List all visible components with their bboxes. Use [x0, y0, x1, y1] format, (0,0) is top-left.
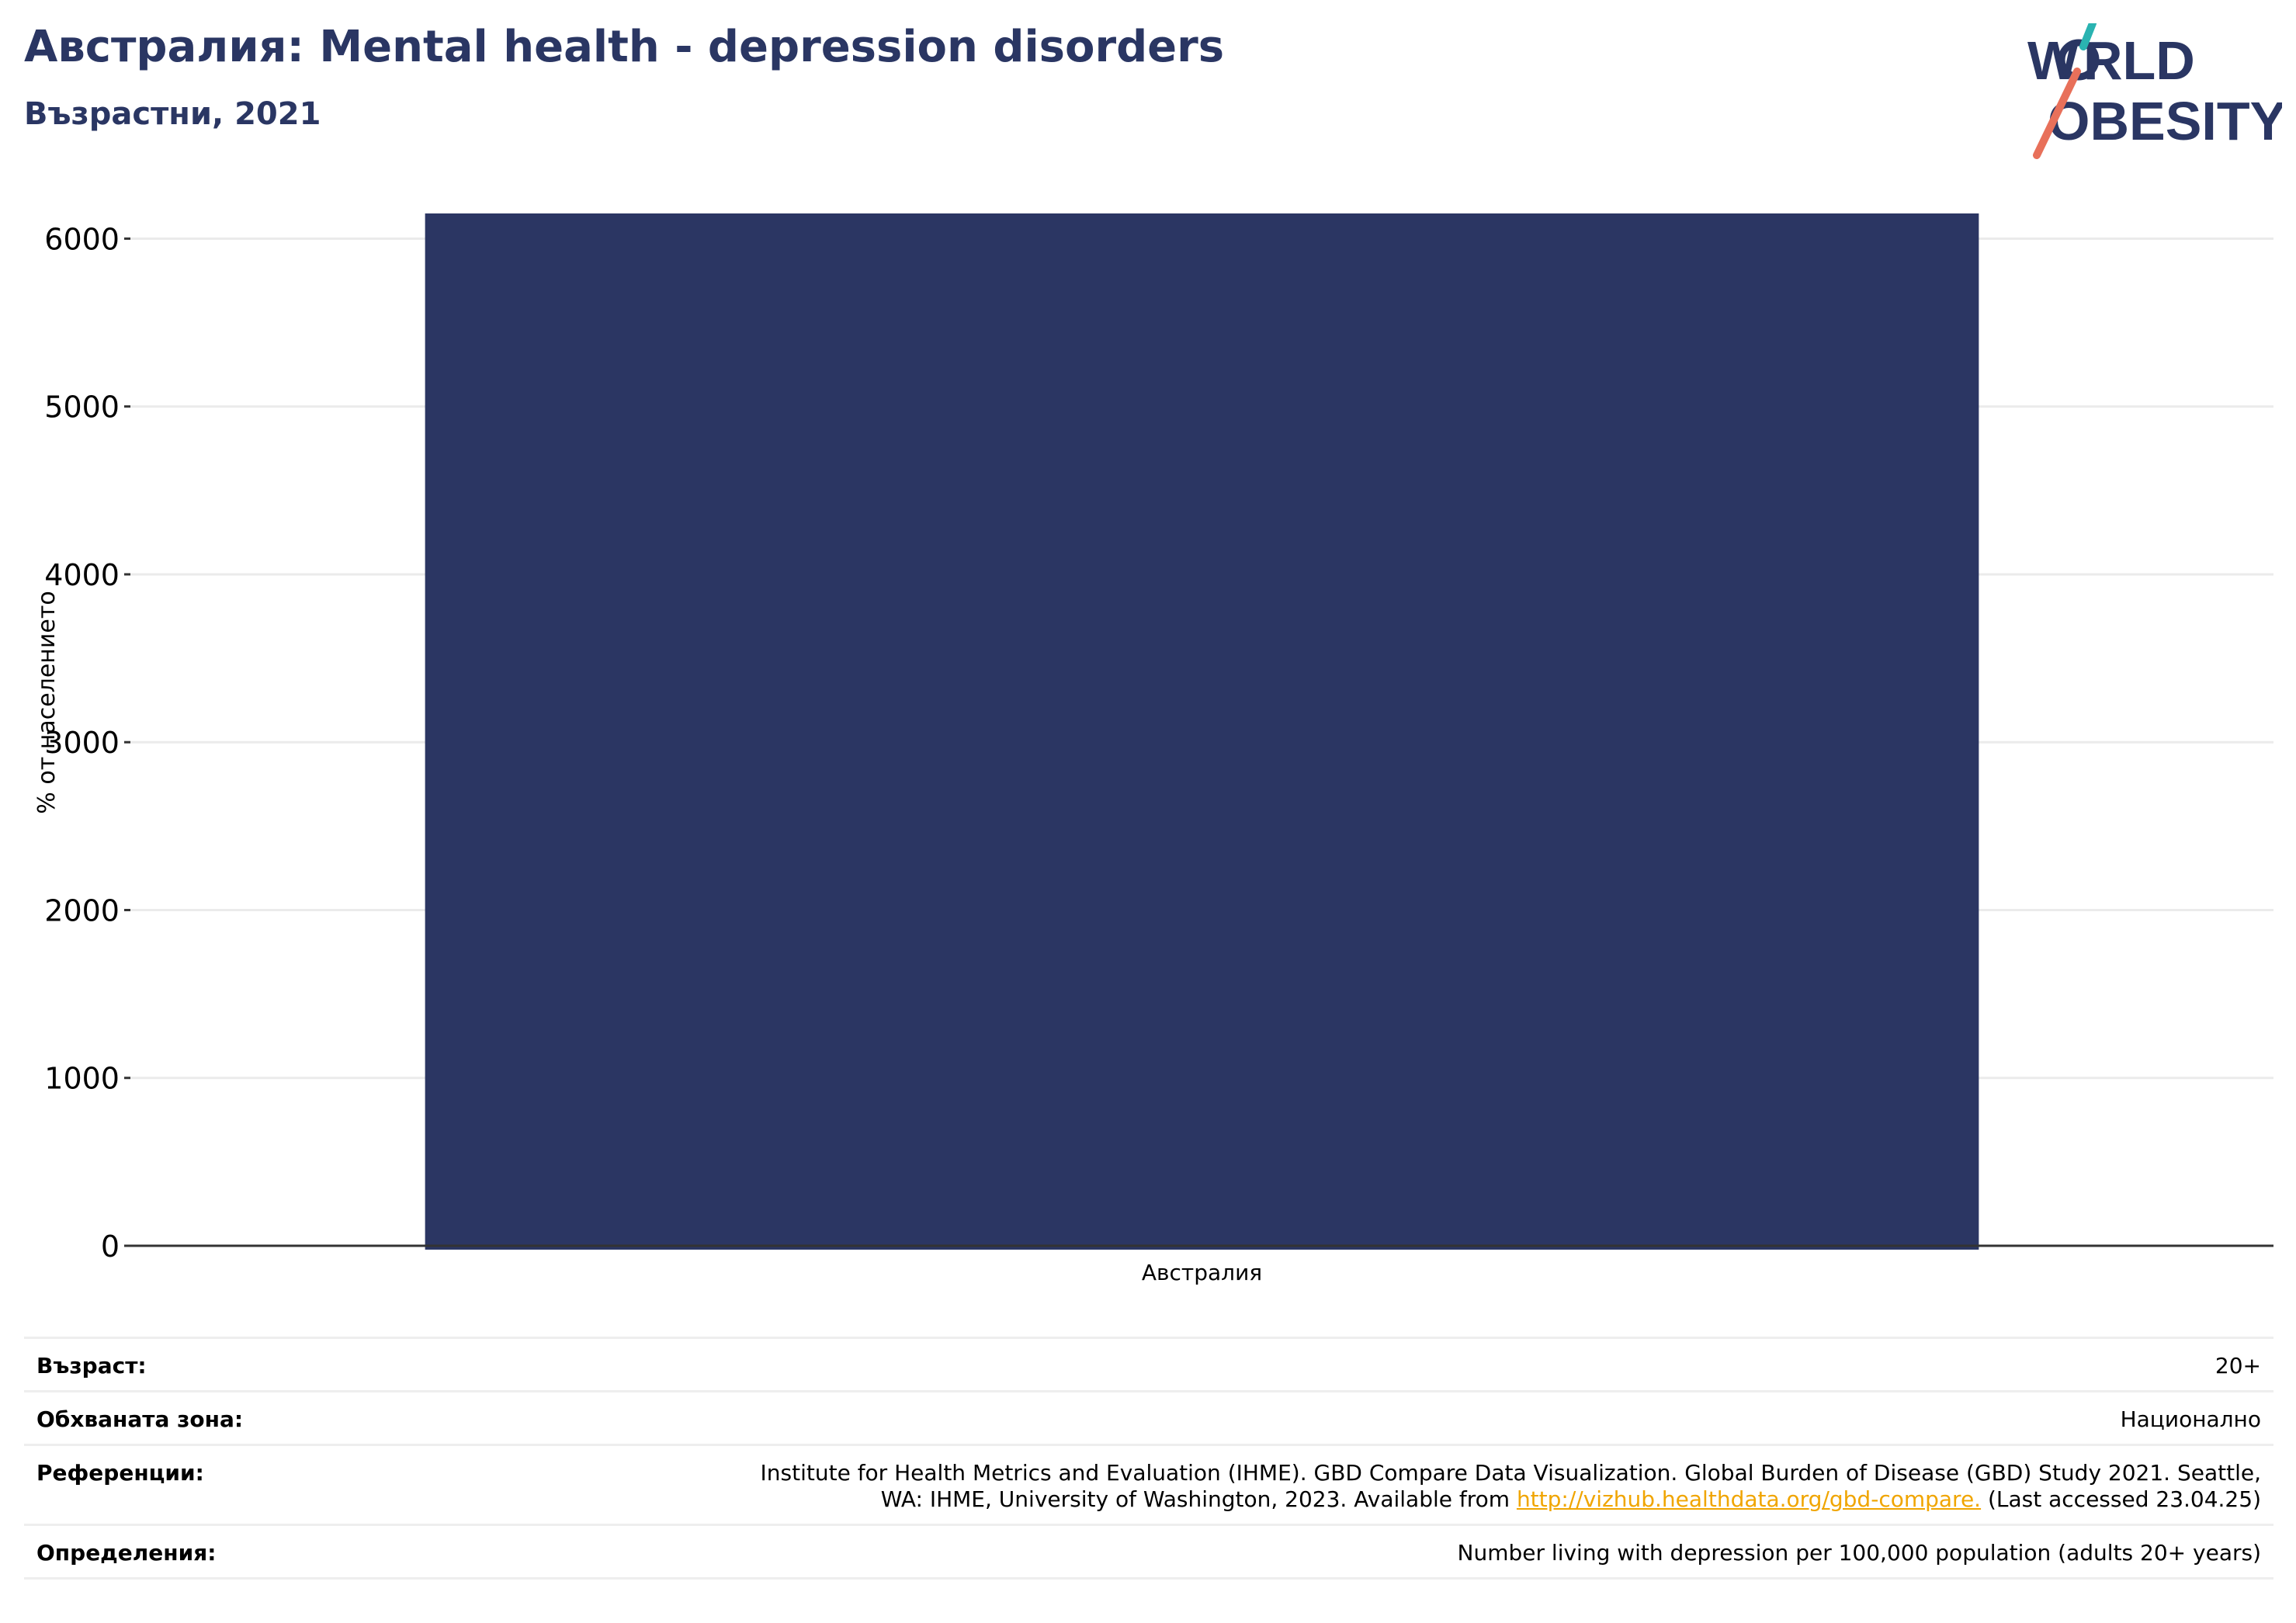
info-row-coverage: Обхваната зона: Национално [24, 1390, 2273, 1444]
chart-subtitle: Възрастни, 2021 [24, 96, 321, 132]
y-tick-label: 3000 [44, 726, 120, 760]
y-tick-label: 2000 [44, 893, 120, 928]
bars [425, 213, 1979, 1250]
bar-chart: 0 1000 2000 3000 4000 5000 6000 Австралия % от… [33, 213, 2273, 1285]
y-axis-ticks: 0 1000 2000 3000 4000 5000 6000 [44, 222, 130, 1264]
x-tick-label: Австралия [1142, 1260, 1262, 1285]
info-row-age: Възраст: 20+ [24, 1337, 2273, 1390]
x-axis-ticks: Австралия [1142, 1260, 1262, 1285]
references-line1: Institute for Health Metrics and Evaluat… [760, 1460, 2261, 1486]
svg-text:OBESITY: OBESITY [2048, 91, 2282, 151]
y-tick-label: 1000 [44, 1062, 120, 1096]
references-line2-pre: WA: IHME, University of Washington, 2023… [880, 1486, 1517, 1512]
coverage-value: Национално [2120, 1406, 2261, 1432]
references-line2-post: (Last accessed 23.04.25) [1981, 1486, 2261, 1512]
definitions-value: Number living with depression per 100,00… [1457, 1540, 2261, 1566]
bar-0 [425, 213, 1979, 1250]
y-tick-label: 0 [101, 1229, 120, 1264]
y-tick-label: 5000 [44, 390, 120, 425]
age-label: Възраст: [36, 1353, 147, 1379]
svg-text:RLD: RLD [2083, 30, 2195, 91]
info-row-references: Референции: Institute for Health Metrics… [24, 1444, 2273, 1524]
coverage-label: Обхваната зона: [36, 1406, 244, 1432]
world-obesity-logo: W RLD OBESITY [2027, 23, 2282, 159]
references-value: Institute for Health Metrics and Evaluat… [761, 1460, 2261, 1513]
info-table: Възраст: 20+ Обхваната зона: Национално … [24, 1337, 2273, 1580]
y-tick-label: 6000 [44, 222, 120, 256]
y-tick-label: 4000 [44, 558, 120, 592]
references-label: Референции: [36, 1460, 204, 1486]
age-value: 20+ [2214, 1353, 2261, 1379]
definitions-label: Определения: [36, 1540, 217, 1566]
chart-title: Австралия: Mental health - depression di… [24, 22, 1225, 72]
y-axis-label: % от населението [33, 591, 61, 813]
info-row-definitions: Определения: Number living with depressi… [24, 1524, 2273, 1580]
references-link[interactable]: http://vizhub.healthdata.org/gbd-compare… [1516, 1486, 1982, 1512]
